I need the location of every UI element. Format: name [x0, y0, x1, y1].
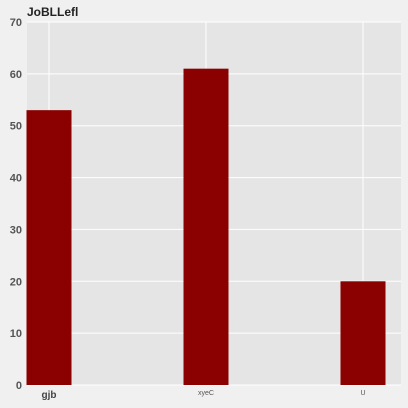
- y-tick-label: 50: [10, 121, 22, 133]
- x-tick-label: gjb: [42, 390, 57, 401]
- chart-title: JoBLLefl: [27, 5, 78, 19]
- bar-xyeC: [183, 68, 229, 386]
- x-tick-label: U: [360, 390, 365, 397]
- y-tick-label: 40: [10, 173, 22, 185]
- y-tick-label: 30: [10, 224, 22, 236]
- bars: [26, 68, 386, 386]
- bar-gjb: [26, 110, 72, 386]
- y-tick-label: 0: [16, 380, 22, 392]
- x-tick-label: xyeC: [198, 390, 214, 397]
- x-axis-ticks: gjb xyeC U: [42, 390, 366, 401]
- y-tick-label: 60: [10, 69, 22, 81]
- y-axis-ticks: 0 10 20 30 40 50 60 70: [10, 17, 22, 392]
- y-tick-label: 20: [10, 276, 22, 288]
- y-tick-label: 10: [10, 328, 22, 340]
- bar-U: [340, 281, 386, 385]
- y-tick-label: 70: [10, 17, 22, 29]
